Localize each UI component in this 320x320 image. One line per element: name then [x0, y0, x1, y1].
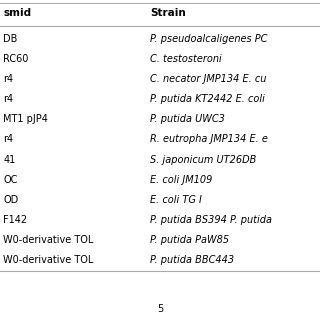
Text: C. testosteroni: C. testosteroni — [150, 54, 222, 64]
Text: 41: 41 — [3, 155, 15, 164]
Text: E. coli TG I: E. coli TG I — [150, 195, 202, 205]
Text: P. putida KT2442 E. coli: P. putida KT2442 E. coli — [150, 94, 265, 104]
Text: P. putida PaW85: P. putida PaW85 — [150, 235, 229, 245]
Text: OD: OD — [3, 195, 19, 205]
Text: C. necator JMP134 E. cu: C. necator JMP134 E. cu — [150, 74, 267, 84]
Text: P. putida UWC3: P. putida UWC3 — [150, 114, 225, 124]
Text: DB: DB — [3, 34, 18, 44]
Text: F142: F142 — [3, 215, 27, 225]
Text: r4: r4 — [3, 94, 13, 104]
Text: RC60: RC60 — [3, 54, 28, 64]
Text: E. coli JM109: E. coli JM109 — [150, 175, 213, 185]
Text: P. pseudoalcaligenes PC: P. pseudoalcaligenes PC — [150, 34, 268, 44]
Text: r4: r4 — [3, 134, 13, 144]
Text: S. japonicum UT26DB: S. japonicum UT26DB — [150, 155, 257, 164]
Text: smid: smid — [3, 8, 31, 18]
Text: R. eutropha JMP134 E. e: R. eutropha JMP134 E. e — [150, 134, 268, 144]
Text: W0-derivative TOL: W0-derivative TOL — [3, 235, 93, 245]
Text: MT1 pJP4: MT1 pJP4 — [3, 114, 48, 124]
Text: Strain: Strain — [150, 8, 186, 18]
Text: W0-derivative TOL: W0-derivative TOL — [3, 255, 93, 265]
Text: r4: r4 — [3, 74, 13, 84]
Text: 5: 5 — [157, 304, 163, 314]
Text: OC: OC — [3, 175, 18, 185]
Text: P. putida BBC443: P. putida BBC443 — [150, 255, 235, 265]
Text: P. putida BS394 P. putida: P. putida BS394 P. putida — [150, 215, 272, 225]
